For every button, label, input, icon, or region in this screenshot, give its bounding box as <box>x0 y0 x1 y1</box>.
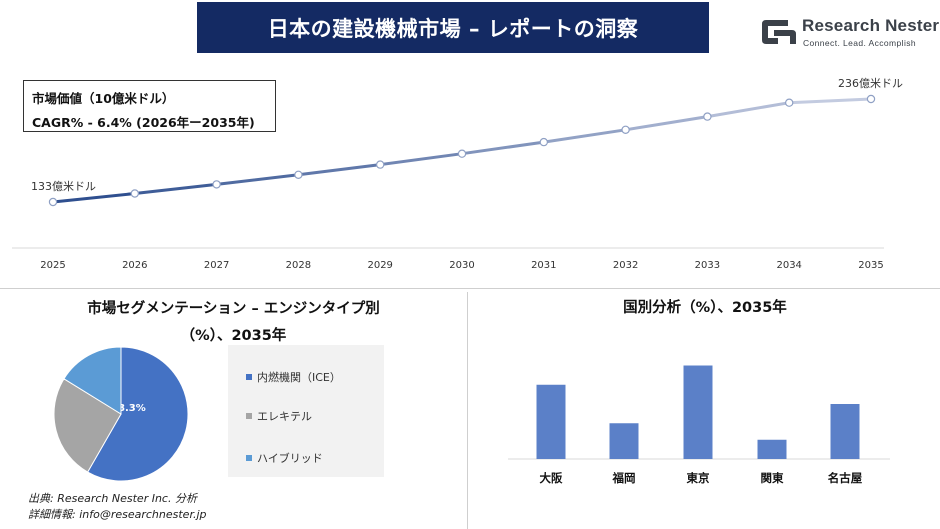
line-point <box>866 94 876 104</box>
research-nester-logo: Research Nester Connect. Lead. Accomplis… <box>758 14 939 54</box>
report-title-banner: 日本の建設機械市場 – レポートの洞察 <box>197 2 709 53</box>
logo-tagline: Connect. Lead. Accomplish <box>803 38 917 48</box>
section-divider-vertical <box>467 292 468 529</box>
line-segment <box>296 163 382 177</box>
line-segment <box>705 101 791 119</box>
legend-swatch-ice <box>246 374 252 380</box>
legend-item-ice: 内燃機関（ICE） <box>246 369 341 385</box>
x-tick-label: 2026 <box>122 260 147 271</box>
line-segment <box>51 192 137 204</box>
line-point <box>48 197 58 207</box>
bar-category-label: 福岡 <box>612 471 636 485</box>
legend-item-hybrid: ハイブリッド <box>246 450 323 466</box>
segmentation-title: 市場セグメンテーション – エンジンタイプ別 （%）、2035年 <box>10 296 457 350</box>
bar-category-label: 関東 <box>761 471 784 485</box>
line-point <box>212 180 221 189</box>
cagr-label: CAGR% - 6.4% (2026年ー2035年) <box>32 115 255 130</box>
country-bar-chart: 大阪 福岡 東京 関東 名古屋 <box>508 365 890 485</box>
line-segment <box>215 173 300 186</box>
x-tick-label: 2031 <box>531 260 556 271</box>
line-point <box>785 98 794 107</box>
x-tick-label: 2033 <box>695 260 720 271</box>
line-point <box>621 125 630 135</box>
x-tick-label: 2030 <box>449 260 474 271</box>
bar <box>609 423 639 459</box>
line-point <box>294 170 303 180</box>
segmentation-title-line2: （%）、2035年 <box>180 328 287 344</box>
bar <box>536 384 566 459</box>
source-note: 出典: Research Nester Inc. 分析 詳細情報: info@r… <box>28 491 207 523</box>
data-label: 133億米ドル <box>31 180 96 193</box>
market-info-box: 市場価値（10億米ドル） CAGR% - 6.4% (2026年ー2035年) <box>23 80 276 132</box>
bar-category-label: 大阪 <box>540 471 563 485</box>
bar <box>830 404 860 459</box>
pie-slice <box>53 378 122 473</box>
line-segment <box>133 182 219 195</box>
market-value-label: 市場価値（10億米ドル） <box>32 91 175 106</box>
legend-label-electric: エレキテル <box>257 410 312 423</box>
section-divider-horizontal <box>0 288 940 289</box>
pie-slice <box>86 346 189 482</box>
x-tick-label: 2032 <box>613 260 638 271</box>
pie-legend: 内燃機関（ICE） エレキテル ハイブリッド <box>228 345 384 477</box>
legend-swatch-electric <box>246 413 252 419</box>
x-tick-label: 2029 <box>367 260 392 271</box>
source-line: 出典: Research Nester Inc. 分析 <box>28 492 197 505</box>
bar <box>683 365 713 459</box>
line-segment <box>542 128 628 144</box>
line-segment <box>624 115 709 132</box>
x-tick-label: 2034 <box>776 260 801 271</box>
page-title: 日本の建設機械市場 – レポートの洞察 <box>267 16 639 41</box>
pie-slice <box>63 346 122 415</box>
legend-swatch-hybrid <box>246 455 252 461</box>
legend-label-hybrid: ハイブリッド <box>257 452 323 465</box>
contact-line: 詳細情報: info@researchnester.jp <box>28 508 207 521</box>
bar-category-label: 名古屋 <box>828 471 863 485</box>
engine-type-pie-chart: 58.3% <box>53 346 189 482</box>
x-tick-label: 2035 <box>858 260 883 271</box>
logo-name: Research Nester <box>802 16 940 35</box>
x-tick-label: 2028 <box>286 260 311 271</box>
bar-category-label: 東京 <box>687 471 710 485</box>
line-segment <box>460 140 546 156</box>
line-segment <box>378 152 464 167</box>
x-tick-label: 2027 <box>204 260 229 271</box>
pie-data-label: 58.3% <box>111 403 146 414</box>
legend-item-electric: エレキテル <box>246 408 312 424</box>
data-label: 236億米ドル <box>838 77 903 90</box>
line-point <box>703 112 712 121</box>
line-point <box>457 149 467 158</box>
line-point <box>539 137 549 147</box>
legend-label-ice: 内燃機関（ICE） <box>257 371 341 384</box>
x-tick-label: 2025 <box>40 260 65 271</box>
line-segment <box>787 97 873 105</box>
research-nester-logo-icon <box>762 20 796 44</box>
market-value-line-chart: 2025 2026 2027 2028 2029 2030 2031 2032 2033 2034… <box>12 77 903 271</box>
country-analysis-title: 国別分析（%）、2035年 <box>623 300 787 316</box>
line-point <box>130 189 139 198</box>
line-point <box>376 160 385 169</box>
segmentation-title-line1: 市場セグメンテーション – エンジンタイプ別 <box>87 301 380 317</box>
bar <box>757 439 787 459</box>
